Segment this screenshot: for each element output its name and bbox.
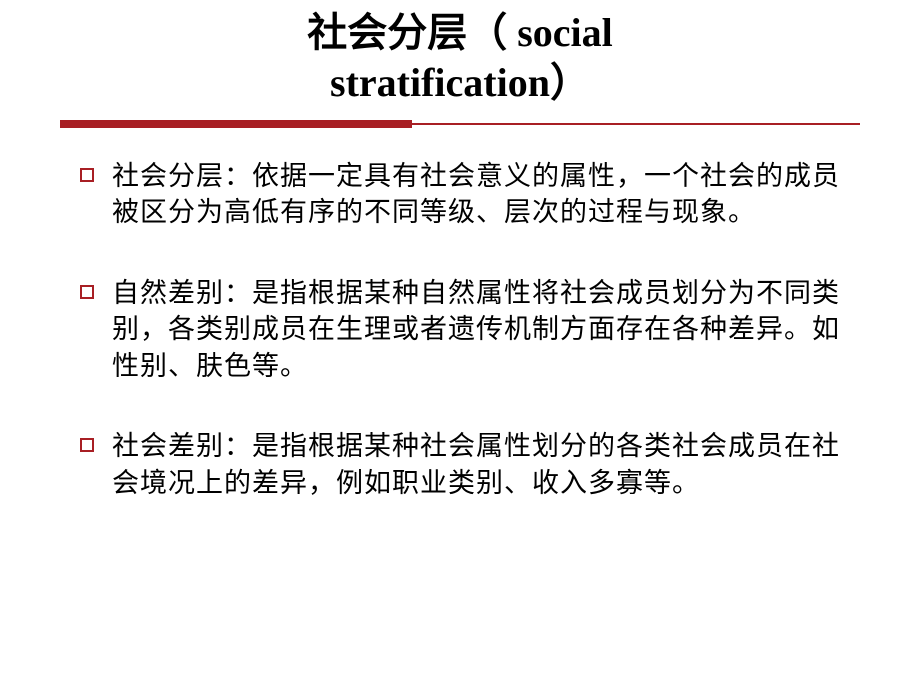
title-divider [60,120,860,130]
slide-title: 社会分层（ social stratification） [60,8,860,108]
title-line-2: stratification） [330,60,590,105]
list-item: 自然差别：是指根据某种自然属性将社会成员划分为不同类别，各类别成员在生理或者遗传… [80,275,860,384]
bullet-text: 社会分层：依据一定具有社会意义的属性，一个社会的成员被区分为高低有序的不同等级、… [112,158,860,231]
divider-thin [412,123,860,125]
square-bullet-icon [80,285,94,299]
slide-container: 社会分层（ social stratification） 社会分层：依据一定具有… [0,0,920,690]
square-bullet-icon [80,438,94,452]
title-line-1: 社会分层（ social [307,10,613,55]
bullet-text: 自然差别：是指根据某种自然属性将社会成员划分为不同类别，各类别成员在生理或者遗传… [112,275,860,384]
list-item: 社会差别：是指根据某种社会属性划分的各类社会成员在社会境况上的差异，例如职业类别… [80,428,860,501]
content-area: 社会分层：依据一定具有社会意义的属性，一个社会的成员被区分为高低有序的不同等级、… [60,158,860,501]
list-item: 社会分层：依据一定具有社会意义的属性，一个社会的成员被区分为高低有序的不同等级、… [80,158,860,231]
square-bullet-icon [80,168,94,182]
divider-thick [60,120,412,128]
bullet-text: 社会差别：是指根据某种社会属性划分的各类社会成员在社会境况上的差异，例如职业类别… [112,428,860,501]
